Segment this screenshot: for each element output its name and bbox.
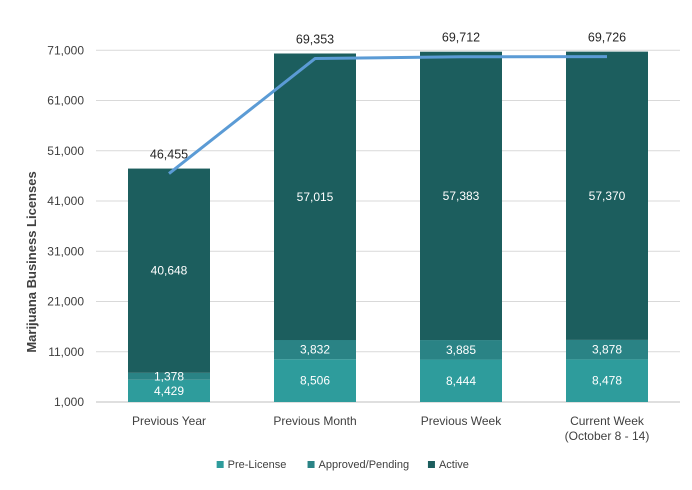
segment-value-label: 8,478 — [592, 374, 622, 388]
total-value-label: 69,712 — [442, 31, 480, 45]
bar-segment-active — [420, 51, 502, 341]
y-axis-ticks: 1,000 11,000 21,000 31,000 41,000 51,000 61,00… — [47, 43, 84, 409]
bar-segment-approved-pending — [274, 340, 356, 360]
total-value-label: 46,455 — [150, 148, 188, 162]
segment-value-label: 8,506 — [300, 374, 330, 388]
x-category-label: Current Week — [570, 414, 645, 428]
segment-value-label: 4,429 — [154, 384, 184, 398]
total-value-label: 69,353 — [296, 33, 334, 47]
x-category-label: (October 8 - 14) — [565, 429, 650, 443]
total-line — [168, 55, 608, 175]
bar-segment-pre-license — [420, 359, 502, 402]
segment-value-label: 3,832 — [300, 343, 330, 357]
y-tick-label: 71,000 — [47, 43, 84, 57]
y-tick-label: 21,000 — [47, 295, 84, 309]
segment-value-label: 57,015 — [297, 190, 334, 204]
legend-label: Pre-License — [228, 459, 287, 471]
bar-segment-pre-license — [566, 359, 648, 402]
y-tick-label: 41,000 — [47, 194, 84, 208]
bar-segment-active — [128, 168, 210, 373]
x-category-label: Previous Month — [273, 414, 356, 428]
segment-value-label: 57,383 — [443, 189, 480, 203]
segment-value-label: 57,370 — [589, 189, 626, 203]
legend: Pre-License Approved/Pending Active — [216, 459, 469, 471]
bar-segment-approved-pending — [566, 339, 648, 360]
x-category-label: Previous Year — [132, 414, 206, 428]
x-category-label: Previous Week — [421, 414, 502, 428]
y-tick-label: 1,000 — [54, 395, 84, 409]
bar-segment-approved-pending — [420, 340, 502, 360]
y-tick-label: 11,000 — [48, 345, 84, 359]
segment-value-label: 8,444 — [446, 374, 476, 388]
bars — [128, 51, 648, 402]
y-tick-label: 31,000 — [47, 244, 84, 258]
bar-segment-active — [566, 51, 648, 340]
segment-value-label: 3,878 — [592, 343, 622, 357]
legend-swatch — [307, 461, 315, 468]
y-tick-label: 51,000 — [47, 144, 84, 158]
segment-value-label: 40,648 — [151, 264, 188, 278]
legend-swatch — [427, 461, 435, 468]
y-tick-label: 61,000 — [47, 94, 84, 108]
bar-segment-pre-license — [128, 379, 210, 402]
total-labels: 46,455 69,353 69,712 69,726 — [150, 31, 626, 162]
segment-value-label: 1,378 — [154, 369, 184, 383]
bar-segment-pre-license — [274, 359, 356, 402]
total-value-label: 69,726 — [588, 31, 626, 45]
bar-segment-active — [274, 53, 356, 341]
legend-swatch — [216, 461, 224, 468]
y-axis-title: Marijuana Business Licenses — [24, 171, 39, 352]
total-trend-line — [168, 55, 608, 175]
bar-segment-approved-pending — [128, 372, 210, 380]
segment-value-label: 3,885 — [446, 343, 476, 357]
x-axis-categories: Previous Year Previous Month Previous Week… — [132, 414, 649, 443]
legend-label: Active — [439, 459, 469, 471]
legend-label: Approved/Pending — [319, 459, 410, 471]
